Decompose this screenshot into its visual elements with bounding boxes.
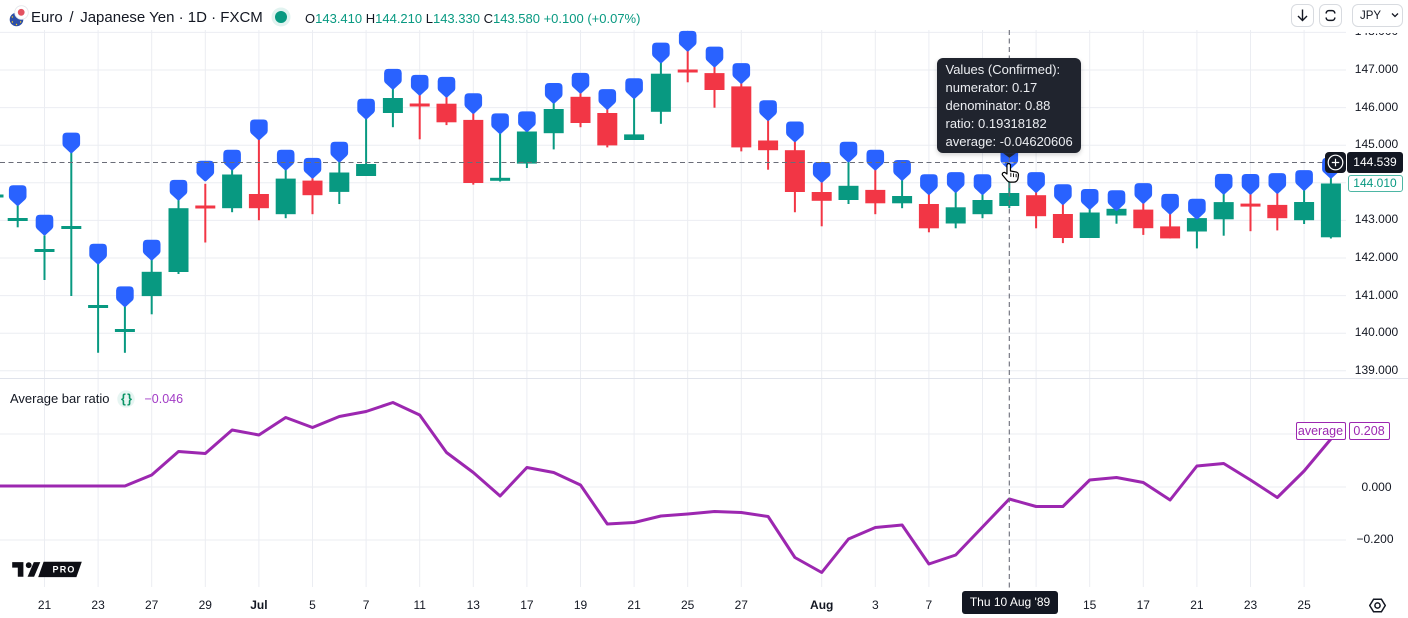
svg-text:PRO: PRO [53,565,76,575]
svg-text:{}: {} [121,392,133,406]
